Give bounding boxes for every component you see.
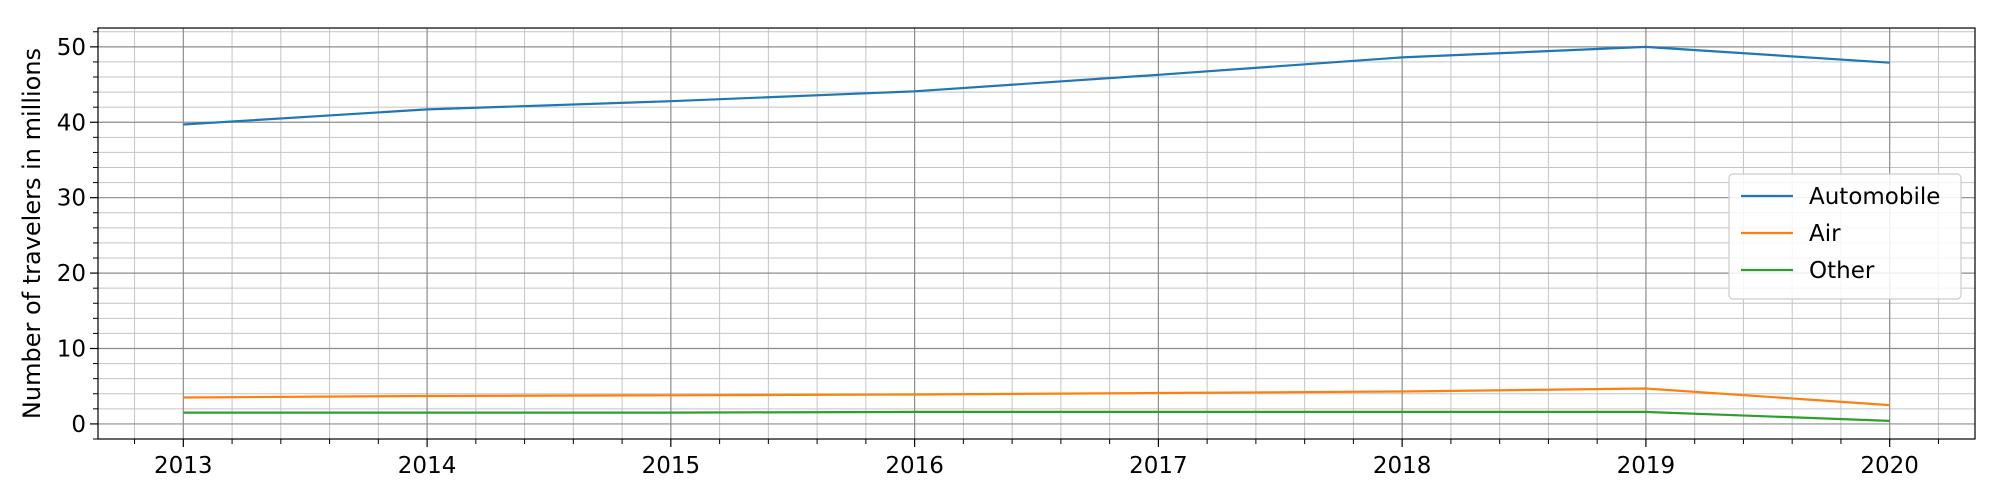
x-tick-label: 2020	[1860, 453, 1919, 479]
legend-label-air: Air	[1809, 221, 1841, 247]
y-tick-label: 40	[57, 110, 86, 136]
y-axis-label: Number of travelers in millions	[18, 48, 46, 419]
series-line-air	[183, 387, 1890, 407]
x-tick-label: 2013	[154, 453, 213, 479]
series-lines	[183, 45, 1890, 422]
x-tick-label: 2015	[642, 453, 701, 479]
x-tick-label: 2016	[885, 453, 944, 479]
legend-box	[1728, 173, 1962, 300]
series-line-automobile	[183, 45, 1890, 126]
y-tick-label: 50	[57, 35, 86, 61]
x-tick-label: 2014	[398, 453, 457, 479]
x-tick-label: 2018	[1373, 453, 1432, 479]
legend-label-automobile: Automobile	[1809, 184, 1940, 210]
axis-ticks: 0 10 20 30 40 50 2013 2014 2015 2016 2017 2018 2019 2…	[57, 31, 1939, 479]
x-tick-label: 2019	[1617, 453, 1676, 479]
series-line-other	[183, 410, 1890, 422]
y-tick-label: 0	[71, 412, 86, 438]
grid	[98, 28, 1975, 440]
y-tick-label: 10	[57, 337, 86, 363]
legend: Automobile Air Other	[1728, 173, 1962, 300]
plot-area	[97, 27, 1976, 440]
legend-label-other: Other	[1809, 258, 1875, 284]
x-tick-label: 2017	[1129, 453, 1188, 479]
y-tick-label: 30	[57, 186, 86, 212]
y-tick-label: 20	[57, 261, 86, 287]
